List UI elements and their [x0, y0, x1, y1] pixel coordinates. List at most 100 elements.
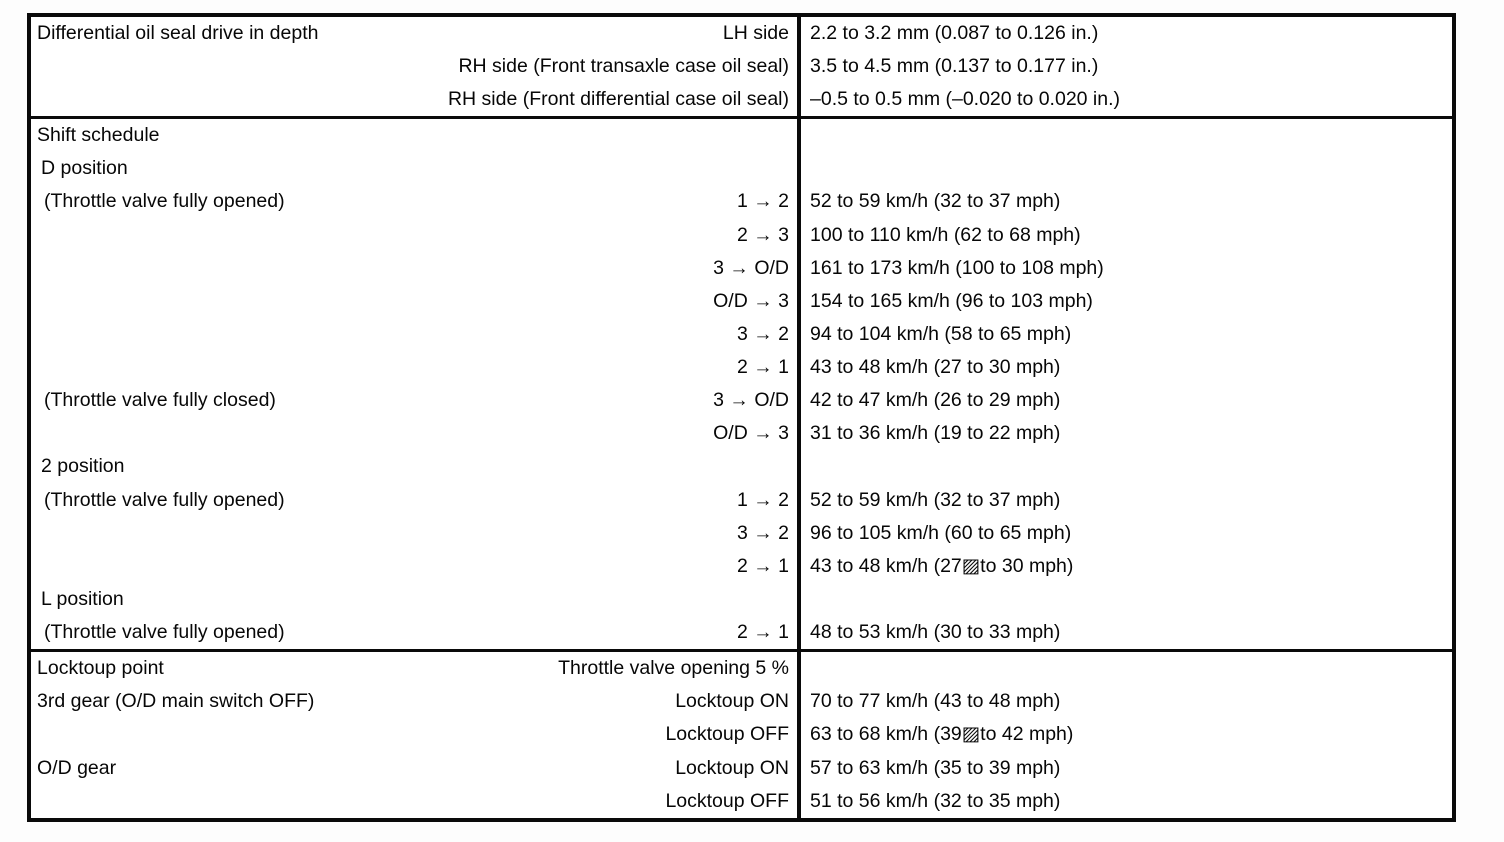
- row-right-cell: 70 to 77 km/h (43 to 48 mph): [801, 686, 1452, 719]
- row-value: 96 to 105 km/h (60 to 65 mph): [810, 521, 1072, 544]
- row-label: 3rd gear (O/D main switch OFF): [37, 690, 315, 713]
- table-row: Shift schedule: [31, 119, 1452, 153]
- row-left-cell: O/D gear Locktoup ON: [31, 751, 801, 785]
- table-row: O/D gear Locktoup ON 57 to 63 km/h (35 t…: [31, 751, 1452, 785]
- row-label: (Throttle valve fully opened): [44, 621, 285, 644]
- row-right-cell: 100 to 110 km/h (62 to 68 mph): [801, 219, 1452, 252]
- row-label: (Throttle valve fully closed): [44, 389, 276, 412]
- row-left-cell: 3 → O/D: [31, 251, 801, 285]
- row-sublabel: Locktoup OFF: [665, 789, 789, 812]
- row-right-cell: [801, 583, 1452, 616]
- row-value: 52 to 59 km/h (32 to 37 mph): [810, 488, 1061, 511]
- row-sublabel: 3 → 2: [736, 521, 789, 544]
- row-value: –0.5 to 0.5 mm (–0.020 to 0.020 in.): [810, 88, 1121, 111]
- table-row: (Throttle valve fully closed) 3 → O/D 42…: [31, 384, 1452, 418]
- row-sublabel: 1 → 2: [736, 190, 789, 213]
- row-right-cell: 52 to 59 km/h (32 to 37 mph): [801, 186, 1452, 219]
- row-right-cell: [801, 652, 1452, 685]
- row-right-cell: –0.5 to 0.5 mm (–0.020 to 0.020 in.): [801, 83, 1452, 116]
- table-row: (Throttle valve fully opened) 1 → 2 52 t…: [31, 483, 1452, 517]
- table-row: 2 → 1 43 to 48 km/h (27 to 30 mph): [31, 351, 1452, 385]
- row-sublabel: Locktoup OFF: [665, 723, 789, 746]
- row-sublabel: RH side (Front differential case oil sea…: [447, 88, 789, 111]
- row-value: 63 to 68 km/h (39▨to 42 mph): [810, 723, 1074, 746]
- table-row: 3 → O/D 161 to 173 km/h (100 to 108 mph): [31, 251, 1452, 285]
- row-label: L position: [41, 587, 124, 610]
- row-right-cell: 3.5 to 4.5 mm (0.137 to 0.177 in.): [801, 50, 1452, 83]
- row-left-cell: (Throttle valve fully closed) 3 → O/D: [31, 384, 801, 418]
- row-right-cell: 43 to 48 km/h (27▨to 30 mph): [801, 550, 1452, 583]
- row-left-cell: D position: [31, 152, 801, 186]
- row-right-cell: 42 to 47 km/h (26 to 29 mph): [801, 384, 1452, 417]
- table-row: 2 → 3 100 to 110 km/h (62 to 68 mph): [31, 218, 1452, 252]
- row-left-cell: 2 position: [31, 450, 801, 484]
- row-right-cell: 161 to 173 km/h (100 to 108 mph): [801, 252, 1452, 285]
- row-value: 52 to 59 km/h (32 to 37 mph): [810, 190, 1061, 213]
- row-left-cell: 3rd gear (O/D main switch OFF) Locktoup …: [31, 685, 801, 719]
- row-sublabel: Throttle valve opening 5 %: [558, 657, 789, 680]
- row-right-cell: [801, 119, 1452, 152]
- row-right-cell: 51 to 56 km/h (32 to 35 mph): [801, 785, 1452, 818]
- row-value: 70 to 77 km/h (43 to 48 mph): [810, 690, 1061, 713]
- row-value: 94 to 104 km/h (58 to 65 mph): [810, 322, 1072, 345]
- row-label: Locktoup point: [37, 657, 164, 680]
- table-row: D position: [31, 152, 1452, 186]
- row-value: 57 to 63 km/h (35 to 39 mph): [810, 756, 1061, 779]
- table-row: Locktoup OFF 51 to 56 km/h (32 to 35 mph…: [31, 784, 1452, 818]
- row-left-cell: O/D → 3: [31, 417, 801, 451]
- row-value: 31 to 36 km/h (19 to 22 mph): [810, 422, 1061, 445]
- row-right-cell: 96 to 105 km/h (60 to 65 mph): [801, 517, 1452, 550]
- table-row: Differential oil seal drive in depth LH …: [31, 17, 1452, 51]
- row-right-cell: 154 to 165 km/h (96 to 103 mph): [801, 285, 1452, 318]
- table-row: RH side (Front transaxle case oil seal) …: [31, 50, 1452, 84]
- row-value: 51 to 56 km/h (32 to 35 mph): [810, 789, 1061, 812]
- row-left-cell: 2 → 3: [31, 218, 801, 252]
- table-row: (Throttle valve fully opened) 1 → 2 52 t…: [31, 185, 1452, 219]
- row-left-cell: Locktoup OFF: [31, 784, 801, 818]
- row-label: O/D gear: [37, 756, 117, 779]
- row-label: 2 position: [41, 455, 125, 478]
- table-row: 2 position: [31, 450, 1452, 484]
- spec-table: Differential oil seal drive in depth LH …: [27, 13, 1456, 822]
- table-row: 2 → 1 43 to 48 km/h (27▨to 30 mph): [31, 550, 1452, 584]
- row-sublabel: 2 → 3: [736, 223, 789, 246]
- row-left-cell: 2 → 1: [31, 351, 801, 385]
- row-left-cell: RH side (Front differential case oil sea…: [31, 83, 801, 117]
- table-row: 3 → 2 96 to 105 km/h (60 to 65 mph): [31, 516, 1452, 550]
- row-left-cell: Shift schedule: [31, 119, 801, 153]
- row-left-cell: O/D → 3: [31, 285, 801, 319]
- row-left-cell: 3 → 2: [31, 516, 801, 550]
- row-value: 48 to 53 km/h (30 to 33 mph): [810, 621, 1061, 644]
- row-left-cell: Locktoup OFF: [31, 718, 801, 752]
- row-right-cell: [801, 153, 1452, 186]
- row-sublabel: 2 → 1: [736, 554, 789, 577]
- table-row: Locktoup point Throttle valve opening 5 …: [31, 652, 1452, 686]
- row-right-cell: 57 to 63 km/h (35 to 39 mph): [801, 752, 1452, 785]
- row-sublabel: 3 → 2: [736, 322, 789, 345]
- row-left-cell: (Throttle valve fully opened) 1 → 2: [31, 185, 801, 219]
- row-sublabel: O/D → 3: [713, 422, 789, 445]
- row-value: 42 to 47 km/h (26 to 29 mph): [810, 389, 1061, 412]
- row-right-cell: 2.2 to 3.2 mm (0.087 to 0.126 in.): [801, 17, 1452, 50]
- row-right-cell: 43 to 48 km/h (27 to 30 mph): [801, 351, 1452, 384]
- row-value: 43 to 48 km/h (27 to 30 mph): [810, 356, 1061, 379]
- row-right-cell: 63 to 68 km/h (39▨to 42 mph): [801, 719, 1452, 752]
- table-row: RH side (Front differential case oil sea…: [31, 83, 1452, 117]
- row-label: (Throttle valve fully opened): [44, 190, 285, 213]
- row-label: Shift schedule: [37, 124, 160, 147]
- row-sublabel: 2 → 1: [736, 356, 789, 379]
- table-row: O/D → 3 154 to 165 km/h (96 to 103 mph): [31, 285, 1452, 319]
- row-sublabel: LH side: [722, 21, 789, 44]
- table-row: Locktoup OFF 63 to 68 km/h (39▨to 42 mph…: [31, 718, 1452, 752]
- row-label: (Throttle valve fully opened): [44, 488, 285, 511]
- row-sublabel: 1 → 2: [736, 488, 789, 511]
- row-value: 3.5 to 4.5 mm (0.137 to 0.177 in.): [810, 54, 1099, 77]
- table-row: O/D → 3 31 to 36 km/h (19 to 22 mph): [31, 417, 1452, 451]
- row-right-cell: 48 to 53 km/h (30 to 33 mph): [801, 616, 1452, 649]
- row-right-cell: 94 to 104 km/h (58 to 65 mph): [801, 318, 1452, 351]
- row-sublabel: Locktoup ON: [675, 690, 789, 713]
- row-left-cell: (Throttle valve fully opened) 1 → 2: [31, 483, 801, 517]
- row-left-cell: Locktoup point Throttle valve opening 5 …: [31, 652, 801, 686]
- row-label: Differential oil seal drive in depth: [37, 21, 319, 44]
